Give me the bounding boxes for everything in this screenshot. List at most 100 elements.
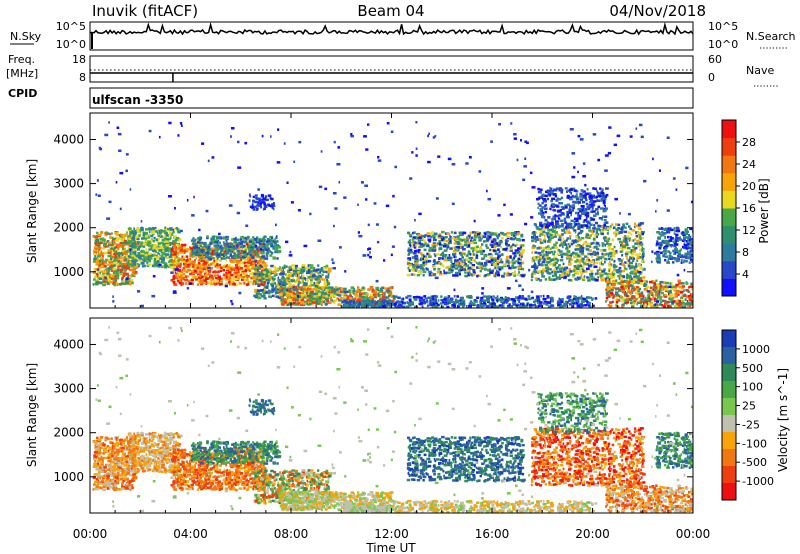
power-cell <box>441 252 445 256</box>
power-cell <box>96 244 100 248</box>
power-cell <box>555 241 558 244</box>
power-cell <box>150 239 153 242</box>
power-cell <box>412 265 416 268</box>
power-cell <box>574 297 577 301</box>
power-cell <box>467 273 471 277</box>
power-cell <box>512 300 515 303</box>
power-cell <box>214 247 217 250</box>
power-cell <box>317 275 321 279</box>
power-cell <box>454 249 457 252</box>
power-cell <box>288 293 291 297</box>
power-cell <box>167 250 170 253</box>
power-cell <box>282 286 286 289</box>
power-cell <box>467 241 471 244</box>
power-cell <box>371 288 375 292</box>
power-cell <box>115 243 120 246</box>
power-cell <box>488 302 492 305</box>
power-cell <box>204 272 207 275</box>
power-cell <box>494 272 498 275</box>
power-cell <box>431 305 434 308</box>
power-cell <box>466 271 471 275</box>
power-cell <box>611 270 614 274</box>
power-cell <box>154 226 157 230</box>
power-cell <box>337 298 340 301</box>
power-cell <box>386 289 390 293</box>
power-cell <box>426 232 431 235</box>
power-cell <box>287 270 291 273</box>
power-cell <box>114 255 117 258</box>
power-cell <box>380 287 383 290</box>
power-cell <box>310 288 315 291</box>
power-cell <box>116 276 120 280</box>
power-cell <box>296 292 299 296</box>
power-cell <box>279 268 283 271</box>
power-cell <box>567 242 570 246</box>
power-cell <box>393 295 398 299</box>
power-cell <box>248 269 251 272</box>
power-cell <box>452 253 457 256</box>
power-cell <box>408 243 412 246</box>
power-cell <box>143 264 146 268</box>
power-cell <box>208 263 211 267</box>
power-cell <box>197 248 201 252</box>
power-cell <box>134 270 138 274</box>
power-cell <box>321 296 325 299</box>
power-cell <box>263 286 266 289</box>
power-cell <box>454 260 457 263</box>
power-cell <box>271 284 275 288</box>
power-cell <box>123 239 127 243</box>
power-cell <box>164 240 169 243</box>
power-cell <box>129 244 134 248</box>
power-cell <box>460 262 465 266</box>
power-cell <box>421 305 424 308</box>
power-cell <box>333 299 337 302</box>
power-cell <box>514 270 516 273</box>
power-cell <box>117 261 122 265</box>
power-cell <box>170 266 174 269</box>
power-cell <box>501 303 504 307</box>
power-cell <box>572 251 575 255</box>
power-cell <box>251 274 255 278</box>
power-cell <box>193 244 196 248</box>
power-cell <box>254 253 257 257</box>
power-cell <box>492 298 495 302</box>
power-cell <box>519 263 522 266</box>
power-cell <box>293 280 298 284</box>
power-cell <box>151 231 155 235</box>
power-cell <box>308 299 312 303</box>
power-cell <box>388 294 391 298</box>
power-cell <box>504 242 508 245</box>
power-cell <box>259 244 262 247</box>
power-cell <box>324 284 327 287</box>
power-cell <box>559 259 564 262</box>
power-cell <box>161 258 165 262</box>
power-cell <box>169 227 173 230</box>
power-cell <box>113 283 117 287</box>
power-cell <box>137 258 140 262</box>
power-cell <box>485 243 488 247</box>
power-cell <box>249 267 252 271</box>
power-cell <box>528 297 532 301</box>
power-cell <box>201 246 204 249</box>
power-cell <box>309 288 312 291</box>
power-cell <box>298 293 301 296</box>
power-cell <box>432 260 436 263</box>
power-cell <box>144 256 147 259</box>
power-cell <box>607 237 611 241</box>
power-cell <box>262 271 267 274</box>
power-cell <box>639 252 641 255</box>
power-cell <box>433 294 437 298</box>
power-cell <box>173 274 176 278</box>
power-cell <box>244 261 246 265</box>
power-cell <box>333 294 336 298</box>
power-cell <box>322 270 327 273</box>
power-cell <box>102 272 105 275</box>
power-cell <box>282 301 285 305</box>
power-cell <box>362 288 365 292</box>
power-cell <box>147 240 151 244</box>
power-cell <box>225 273 228 276</box>
power-cell <box>169 264 174 267</box>
power-cell <box>473 273 476 277</box>
power-cell <box>130 231 134 235</box>
power-cell <box>155 264 158 267</box>
